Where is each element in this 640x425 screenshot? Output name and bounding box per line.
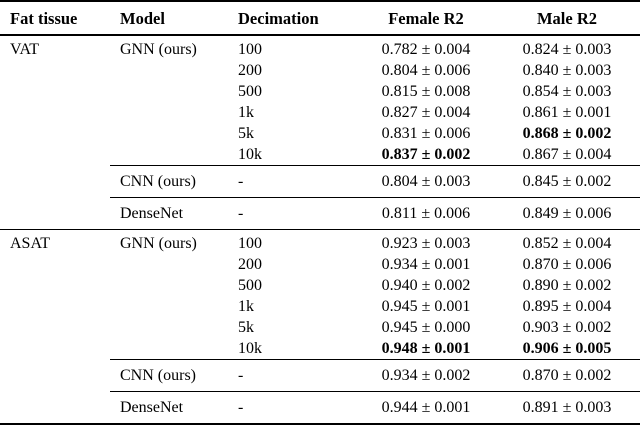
header-row: Fat tissue Model Decimation Female R2 Ma…	[0, 1, 640, 36]
female-r2-cell: 0.815 ± 0.008	[381, 83, 471, 100]
decimation-cell: 500	[238, 277, 262, 294]
decimation-cell: -	[228, 165, 358, 198]
decimation-cell: 100	[238, 235, 262, 252]
male-r2-cell: 0.868 ± 0.002	[522, 125, 612, 142]
male-r2-cell: 0.852 ± 0.004	[522, 235, 612, 252]
male-r2-cell: 0.870 ± 0.002	[494, 359, 640, 392]
model-cell: DenseNet	[110, 391, 228, 424]
table-row: 1k 0.827 ± 0.004 0.861 ± 0.001	[0, 102, 640, 123]
male-r2-cell: 0.849 ± 0.006	[494, 197, 640, 230]
male-r2-cell: 0.890 ± 0.002	[522, 277, 612, 294]
table-row: DenseNet - 0.811 ± 0.006 0.849 ± 0.006	[0, 197, 640, 230]
female-r2-cell: 0.940 ± 0.002	[381, 277, 471, 294]
table-row: CNN (ours) - 0.804 ± 0.003 0.845 ± 0.002	[0, 165, 640, 198]
table-row: 10k 0.948 ± 0.001 0.906 ± 0.005	[0, 338, 640, 360]
male-r2-cell: 0.854 ± 0.003	[522, 83, 612, 100]
male-r2-cell: 0.824 ± 0.003	[522, 41, 612, 58]
female-r2-cell: 0.782 ± 0.004	[381, 41, 471, 58]
table-row: 200 0.934 ± 0.001 0.870 ± 0.006	[0, 254, 640, 275]
model-cell: CNN (ours)	[110, 359, 228, 392]
model-cell: DenseNet	[110, 197, 228, 230]
female-r2-cell: 0.837 ± 0.002	[381, 146, 471, 163]
table-row: 500 0.940 ± 0.002 0.890 ± 0.002	[0, 275, 640, 296]
female-r2-cell: 0.831 ± 0.006	[381, 125, 471, 142]
decimation-cell: 10k	[238, 340, 262, 357]
decimation-cell: 200	[238, 62, 262, 79]
male-r2-cell: 0.895 ± 0.004	[522, 298, 612, 315]
female-r2-cell: 0.804 ± 0.006	[381, 62, 471, 79]
female-r2-cell: 0.811 ± 0.006	[358, 197, 494, 230]
decimation-cell: 5k	[238, 125, 254, 142]
table-row: 1k 0.945 ± 0.001 0.895 ± 0.004	[0, 296, 640, 317]
header-model: Model	[110, 1, 228, 36]
model-cell: GNN (ours)	[120, 41, 197, 58]
model-cell: GNN (ours)	[120, 235, 197, 252]
decimation-cell: -	[228, 391, 358, 424]
table-row: 5k 0.945 ± 0.000 0.903 ± 0.002	[0, 317, 640, 338]
table-row: 5k 0.831 ± 0.006 0.868 ± 0.002	[0, 123, 640, 144]
decimation-cell: 1k	[238, 104, 254, 121]
female-r2-cell: 0.934 ± 0.001	[381, 256, 471, 273]
female-r2-cell: 0.934 ± 0.002	[358, 359, 494, 392]
male-r2-cell: 0.891 ± 0.003	[494, 391, 640, 424]
male-r2-cell: 0.840 ± 0.003	[522, 62, 612, 79]
model-cell: CNN (ours)	[110, 165, 228, 198]
header-male-r2: Male R2	[494, 1, 640, 36]
tissue-cell: VAT	[10, 41, 40, 58]
decimation-cell: 100	[238, 41, 262, 58]
male-r2-cell: 0.867 ± 0.004	[522, 146, 612, 163]
female-r2-cell: 0.804 ± 0.003	[358, 165, 494, 198]
header-decimation: Decimation	[228, 1, 358, 36]
section-vat: VAT GNN (ours) 100 0.782 ± 0.004 0.824 ±…	[0, 35, 640, 230]
female-r2-cell: 0.923 ± 0.003	[381, 235, 471, 252]
decimation-cell: 10k	[238, 146, 262, 163]
male-r2-cell: 0.861 ± 0.001	[522, 104, 612, 121]
male-r2-cell: 0.845 ± 0.002	[494, 165, 640, 198]
female-r2-cell: 0.827 ± 0.004	[381, 104, 471, 121]
table-header: Fat tissue Model Decimation Female R2 Ma…	[0, 1, 640, 36]
male-r2-cell: 0.906 ± 0.005	[522, 340, 612, 357]
female-r2-cell: 0.945 ± 0.000	[381, 319, 471, 336]
tissue-cell: ASAT	[10, 235, 51, 252]
female-r2-cell: 0.948 ± 0.001	[381, 340, 471, 357]
table-row: ASAT GNN (ours) 100 0.923 ± 0.003 0.852 …	[0, 230, 640, 255]
male-r2-cell: 0.870 ± 0.006	[522, 256, 612, 273]
male-r2-cell: 0.903 ± 0.002	[522, 319, 612, 336]
section-asat: ASAT GNN (ours) 100 0.923 ± 0.003 0.852 …	[0, 229, 640, 424]
table-row: 500 0.815 ± 0.008 0.854 ± 0.003	[0, 81, 640, 102]
decimation-cell: -	[228, 197, 358, 230]
decimation-cell: 500	[238, 83, 262, 100]
decimation-cell: 1k	[238, 298, 254, 315]
table-row: VAT GNN (ours) 100 0.782 ± 0.004 0.824 ±…	[0, 35, 640, 60]
table-row: 10k 0.837 ± 0.002 0.867 ± 0.004	[0, 144, 640, 166]
header-female-r2: Female R2	[358, 1, 494, 36]
female-r2-cell: 0.944 ± 0.001	[358, 391, 494, 424]
female-r2-cell: 0.945 ± 0.001	[381, 298, 471, 315]
table-row: CNN (ours) - 0.934 ± 0.002 0.870 ± 0.002	[0, 359, 640, 392]
decimation-cell: 200	[238, 256, 262, 273]
table-row: DenseNet - 0.944 ± 0.001 0.891 ± 0.003	[0, 391, 640, 424]
decimation-cell: 5k	[238, 319, 254, 336]
table-row: 200 0.804 ± 0.006 0.840 ± 0.003	[0, 60, 640, 81]
header-fat-tissue: Fat tissue	[0, 1, 110, 36]
decimation-cell: -	[228, 359, 358, 392]
